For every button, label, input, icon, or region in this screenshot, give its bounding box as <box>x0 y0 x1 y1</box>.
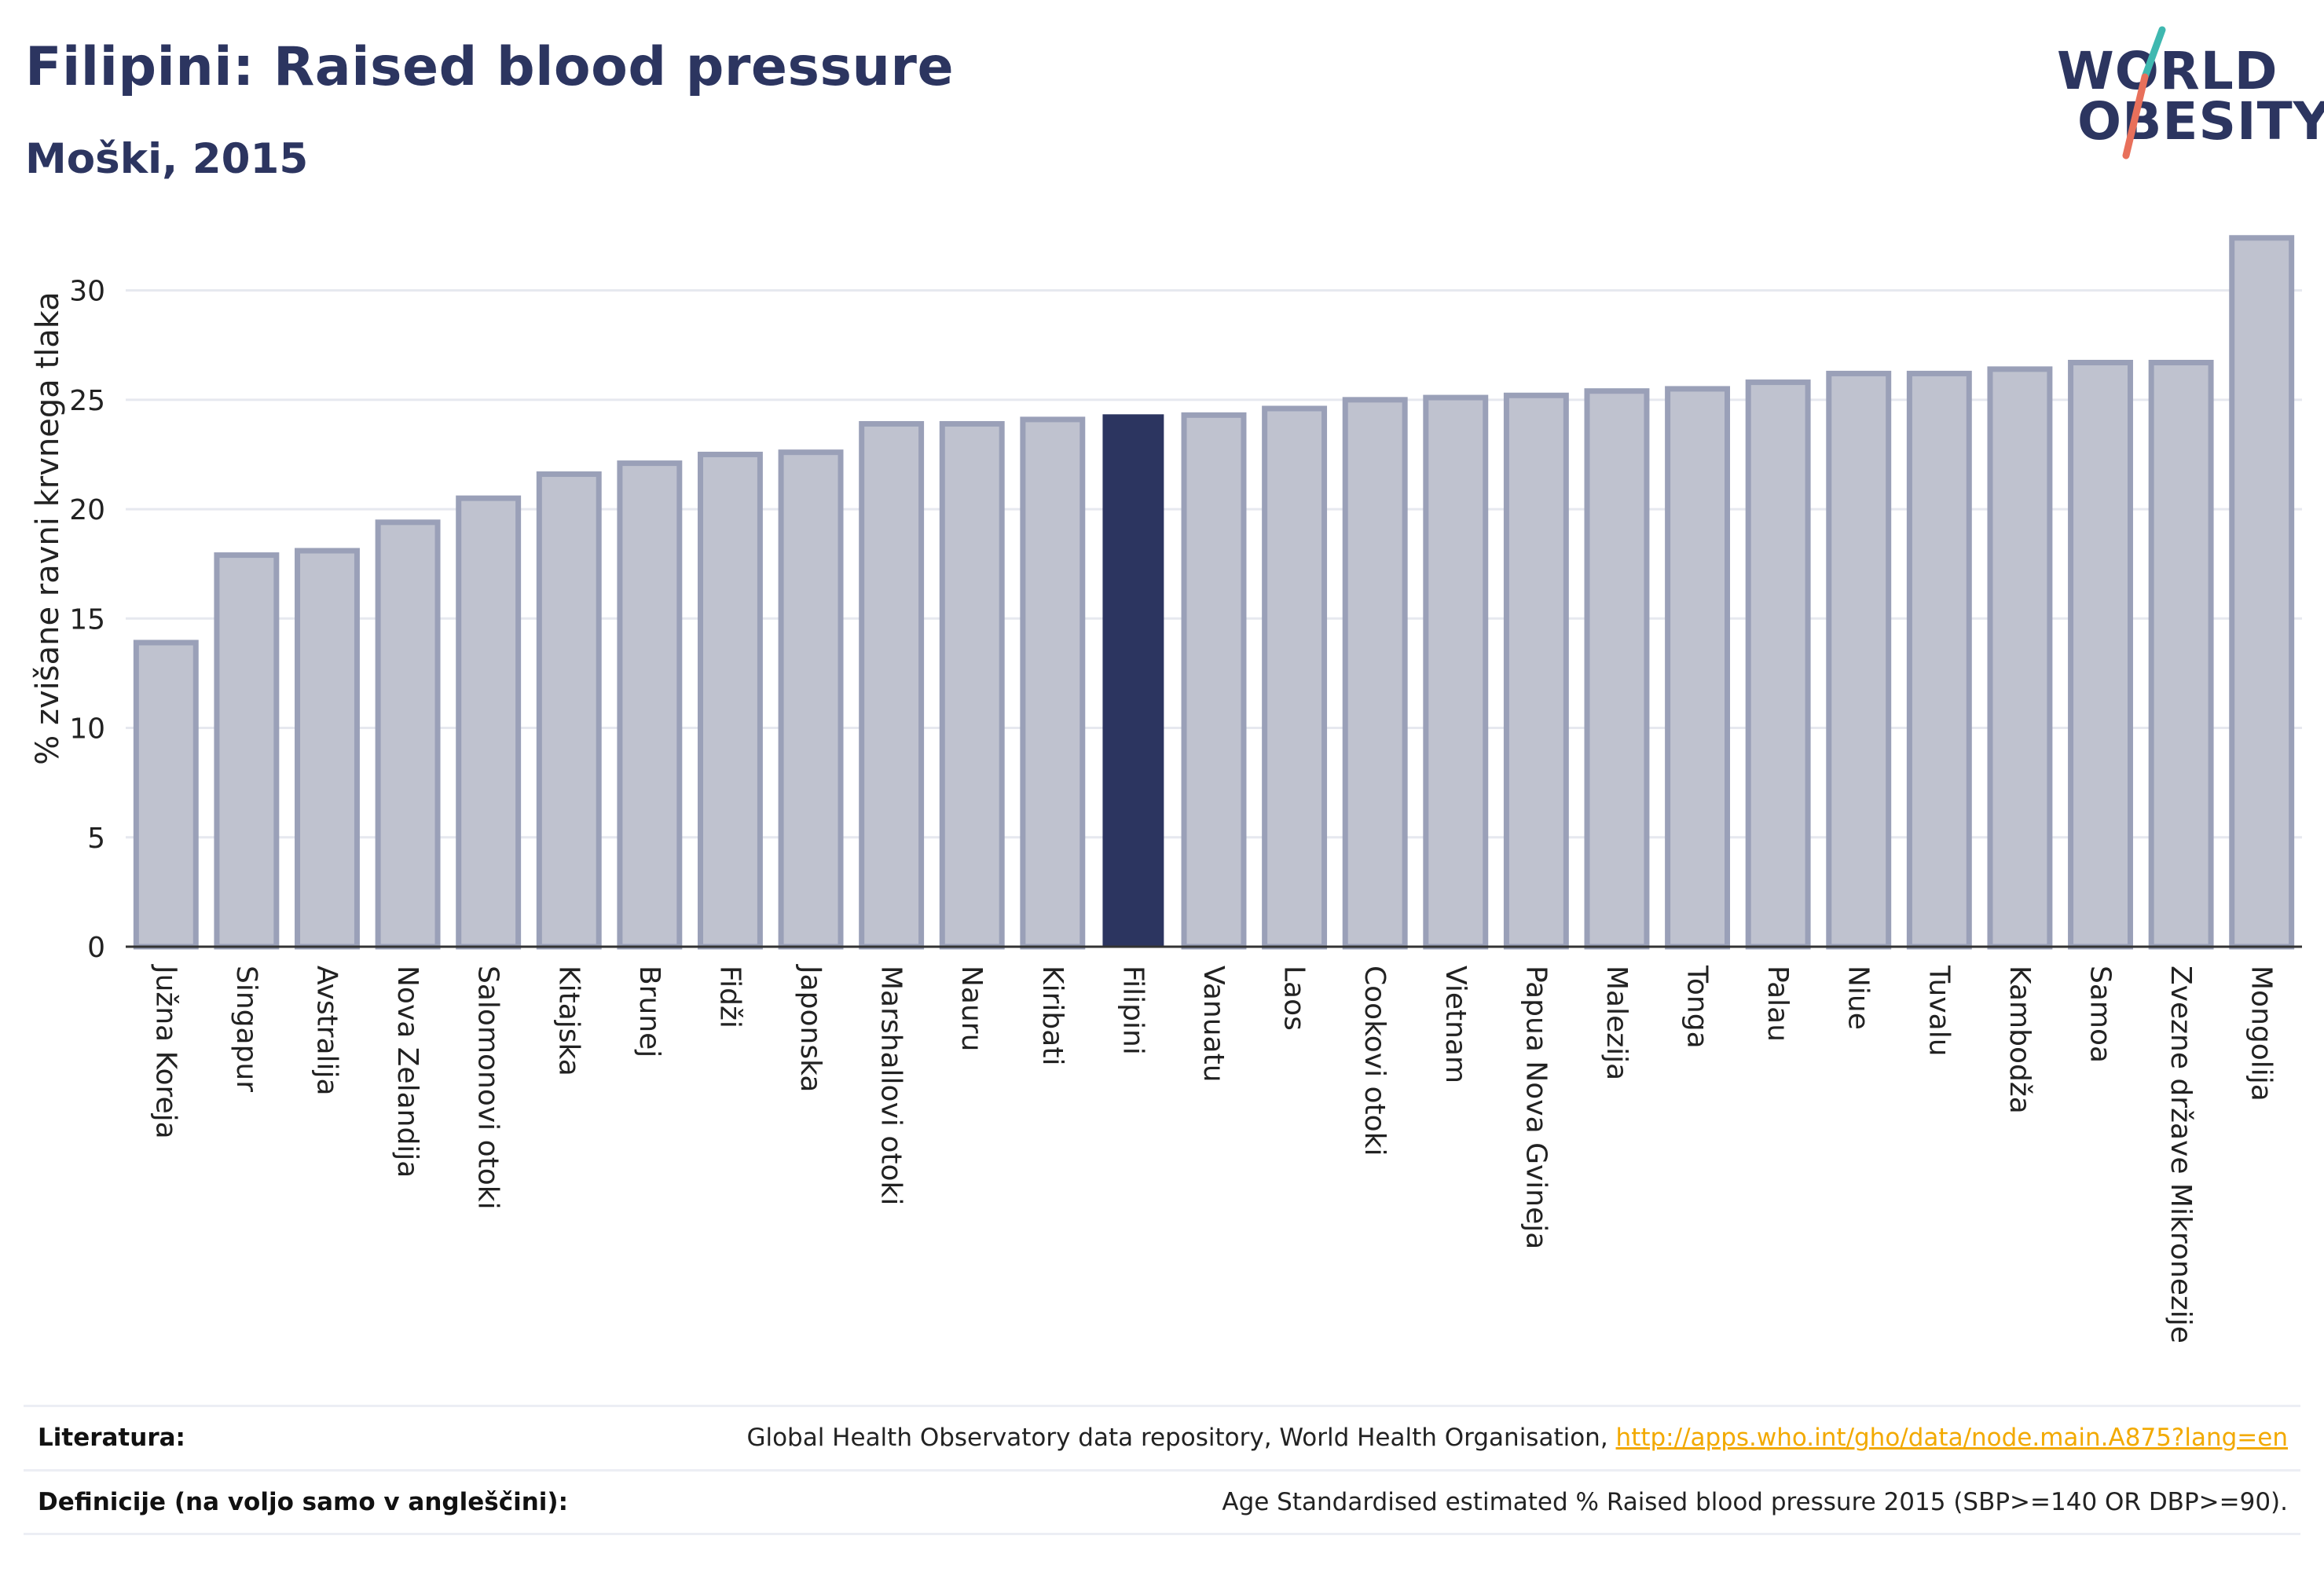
x-tick-label: Brunej <box>633 966 665 1057</box>
logo-line-1: WORLD <box>2057 41 2278 101</box>
y-tick-label: 10 <box>69 713 105 746</box>
x-tick-label: Palau <box>1761 966 1794 1042</box>
bar <box>295 548 360 950</box>
bar <box>778 449 844 950</box>
bar <box>1584 388 1650 950</box>
x-tick-label: Salomonovi otoki <box>472 966 504 1210</box>
bar <box>1020 416 1086 950</box>
x-tick-label: Samoa <box>2084 966 2117 1063</box>
bar <box>1826 370 1892 950</box>
x-tick-label: Niue <box>1842 966 1875 1030</box>
x-tick-label: Avstralija <box>310 966 343 1096</box>
bar <box>1342 397 1408 950</box>
references-label: Literatura: <box>38 1424 185 1452</box>
bar <box>697 451 763 950</box>
x-tick-label: Cookovi otoki <box>1358 966 1391 1156</box>
bar <box>1181 412 1247 950</box>
bar <box>1102 414 1164 947</box>
references-value: Global Health Observatory data repositor… <box>746 1424 2300 1452</box>
x-tick-label: Kiribati <box>1036 966 1069 1065</box>
bar <box>456 495 522 950</box>
bar <box>1665 386 1731 950</box>
chart-title: Filipini: Raised blood pressure <box>25 36 955 98</box>
x-tick-label: Vietnam <box>1439 966 1472 1083</box>
bar <box>859 420 925 950</box>
x-tick-label: Tonga <box>1681 965 1714 1049</box>
x-tick-label: Južna Koreja <box>149 964 181 1139</box>
bar <box>1987 366 2053 950</box>
definitions-value: Age Standardised estimated % Raised bloo… <box>1222 1488 2288 1516</box>
bar <box>617 460 683 950</box>
y-tick-label: 25 <box>69 385 105 417</box>
world-obesity-logo[interactable]: WORLD OBESITY <box>2051 22 2324 163</box>
x-tick-label: Tuvalu <box>1923 965 1955 1057</box>
y-axis-title: % zvišane ravni krvnega tlaka <box>30 291 66 764</box>
chart-subtitle: Moški, 2015 <box>25 135 309 183</box>
logo-line-2: OBESITY <box>2077 91 2324 152</box>
y-tick-label: 20 <box>69 494 105 526</box>
x-tick-label: Mongolija <box>2245 966 2278 1101</box>
bar-chart: 0 5 10 15 20 25 30% zvišane ravni krvnega tlak… <box>30 235 2302 1343</box>
bar <box>375 519 441 950</box>
bar <box>536 471 602 950</box>
y-tick-label: 0 <box>87 932 105 964</box>
x-tick-label: Kitajska <box>552 966 585 1076</box>
x-tick-label: Zvezne države Mikronezije <box>2165 966 2197 1343</box>
bar <box>214 552 280 950</box>
y-tick-label: 5 <box>87 823 105 855</box>
definitions-row: Definicije (na voljo samo v angleščini):… <box>24 1469 2300 1535</box>
x-tick-label: Singapur <box>230 966 262 1092</box>
x-tick-label: Nova Zelandija <box>391 966 423 1178</box>
y-tick-label: 15 <box>69 603 105 636</box>
references-link[interactable]: http://apps.who.int/gho/data/node.main.A… <box>1615 1424 2288 1452</box>
bar <box>2068 360 2133 950</box>
bar <box>133 640 199 950</box>
x-tick-label: Malezija <box>1600 966 1633 1080</box>
y-tick-label: 30 <box>69 276 105 308</box>
x-tick-label: Papua Nova Gvineja <box>1519 966 1552 1249</box>
x-tick-label: Vanuatu <box>1197 966 1230 1083</box>
logo-slash-icon <box>2122 26 2166 159</box>
bar <box>939 420 1005 950</box>
bar <box>1503 392 1569 950</box>
definitions-label: Definicije (na voljo samo v angleščini): <box>38 1488 568 1516</box>
bar <box>2148 360 2214 950</box>
references-text: Global Health Observatory data repositor… <box>746 1424 1616 1452</box>
x-tick-label: Japonska <box>794 964 827 1092</box>
x-tick-label: Filipini <box>1116 966 1149 1055</box>
references-row: Literatura: Global Health Observatory da… <box>24 1405 2300 1468</box>
x-tick-label: Laos <box>1278 966 1310 1031</box>
x-tick-label: Marshallovi otoki <box>875 966 907 1205</box>
bar <box>1423 394 1489 950</box>
x-tick-label: Kambodža <box>2003 966 2036 1114</box>
bar <box>1906 370 1972 950</box>
x-tick-label: Nauru <box>955 966 988 1051</box>
bar <box>1262 405 1328 950</box>
bar <box>2229 235 2295 950</box>
x-tick-label: Fidži <box>713 966 746 1028</box>
bar <box>1745 379 1811 950</box>
